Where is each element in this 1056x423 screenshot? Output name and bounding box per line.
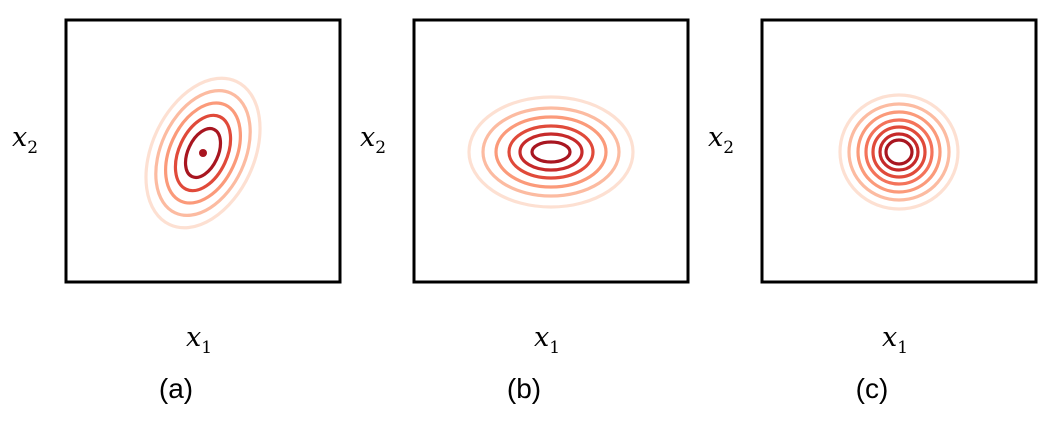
- panel-c: x2 x1 (c): [708, 18, 1038, 404]
- panel-b-contours: [467, 95, 635, 209]
- contour-ring: [838, 93, 960, 211]
- contour-ring: [864, 118, 934, 186]
- contour-ring: [871, 125, 927, 179]
- contour-ring: [173, 113, 233, 193]
- panel-b-ylabel: x2: [360, 122, 386, 158]
- panel-a-contours: [144, 76, 262, 230]
- panel-c-ylabel: x2: [708, 122, 734, 158]
- contour-ring: [494, 115, 608, 189]
- panel-c-caption: (c): [856, 373, 889, 404]
- panel-c-xlabel: x1: [882, 322, 908, 358]
- contour-ring: [144, 76, 262, 230]
- contour-ring: [183, 126, 223, 180]
- contour-ring: [530, 140, 572, 164]
- contour-ring: [164, 101, 242, 205]
- contour-ring: [507, 124, 595, 180]
- panel-b-caption: (b): [507, 373, 541, 404]
- contour-ring: [884, 138, 914, 166]
- panel-a: x2 x1 (a): [12, 18, 342, 404]
- contour-ring: [847, 102, 951, 202]
- panel-b-frame: [412, 18, 690, 284]
- contour-ring: [878, 132, 920, 172]
- panel-a-xlabel: x1: [186, 322, 212, 358]
- panel-a-ylabel: x2: [12, 122, 38, 158]
- contour-ring: [467, 95, 635, 209]
- contour-ring: [154, 89, 252, 217]
- panel-c-frame: [760, 18, 1038, 284]
- contour-ring: [518, 132, 584, 172]
- panel-a-caption: (a): [159, 373, 193, 404]
- panel-b-xlabel: x1: [534, 322, 560, 358]
- panel-b: x2 x1 (b): [360, 18, 690, 404]
- panel-c-contours: [838, 93, 960, 211]
- contour-ring: [481, 106, 621, 198]
- center-point: [199, 149, 207, 157]
- contour-ring: [856, 110, 942, 194]
